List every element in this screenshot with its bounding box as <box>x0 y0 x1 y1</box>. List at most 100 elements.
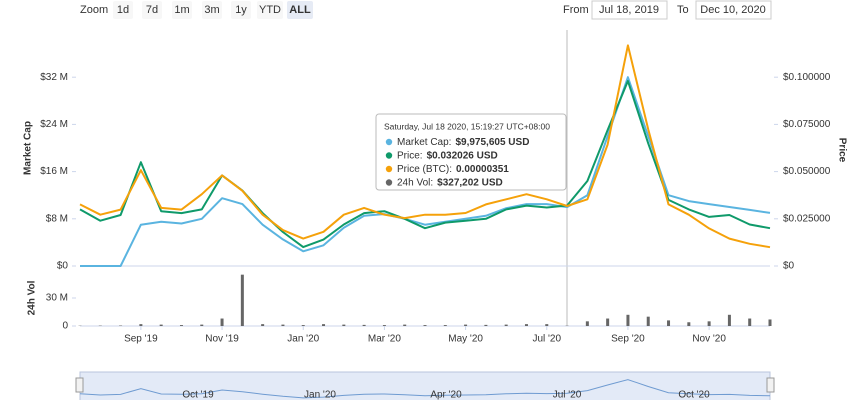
volume-bar <box>240 274 244 326</box>
volume-bar <box>626 314 630 326</box>
y-tick-label: $24 M <box>40 119 68 130</box>
volume-bar <box>423 325 427 326</box>
volume-bar <box>301 325 305 326</box>
y-tick-label: $16 M <box>40 166 68 177</box>
y-tick-label: $8 M <box>46 213 68 224</box>
volume-bar <box>707 321 711 326</box>
navigator-label: Oct '19 <box>182 390 214 400</box>
y2-tick-label: $0 <box>783 261 795 272</box>
zoom-button[interactable] <box>142 1 162 19</box>
volume-bar <box>362 324 366 326</box>
tooltip-line: Market Cap: $9,975,605 USD <box>397 137 529 148</box>
y2-tick-label: $0.050000 <box>783 166 831 177</box>
tooltip-line: 24h Vol: $327,202 USD <box>397 177 503 188</box>
x-tick-label: Jan '20 <box>287 334 319 345</box>
zoom-button-label[interactable]: 1y <box>235 4 247 16</box>
tooltip-dot <box>385 138 393 146</box>
volume-bar <box>606 318 610 326</box>
tooltip-label: Price (BTC): <box>397 164 452 175</box>
tooltip-dot <box>385 152 393 159</box>
volume-bar <box>443 325 447 326</box>
navigator-line <box>79 379 771 399</box>
tooltip-dot <box>385 179 393 186</box>
zoom-button[interactable] <box>257 1 283 19</box>
to-label: To <box>677 4 689 16</box>
x-tick-label: May '20 <box>448 334 483 345</box>
to-value[interactable]: Dec 10, 2020 <box>700 4 765 16</box>
volume-bar <box>687 322 691 326</box>
from-value[interactable]: Jul 18, 2019 <box>599 4 659 16</box>
zoom-button[interactable] <box>113 1 133 19</box>
zoom-button-label[interactable]: 1m <box>174 4 189 16</box>
series-line <box>79 44 771 249</box>
volume-bar <box>524 324 528 326</box>
tooltip-value: $9,975,605 USD <box>455 137 529 148</box>
volume-bar <box>545 324 549 326</box>
zoom-button[interactable] <box>231 1 251 19</box>
x-tick-label: Nov '19 <box>205 334 239 345</box>
volume-bar <box>342 324 346 326</box>
tooltip-box <box>375 113 567 191</box>
series-line <box>79 80 771 249</box>
tooltip-label: Market Cap: <box>397 137 451 148</box>
volume-bar <box>585 321 589 326</box>
navigator-label: Oct '20 <box>678 390 710 400</box>
volume-bar <box>159 324 163 326</box>
volume-bar <box>727 314 731 326</box>
tooltip-value: 0.00000351 <box>456 164 509 175</box>
tooltip-title: Saturday, Jul 18 2020, 15:19:27 UTC+08:0… <box>384 121 550 131</box>
y3-tick-label: 0 <box>62 321 68 332</box>
y2-tick-label: $0.025000 <box>783 213 831 224</box>
zoom-button-label[interactable]: 7d <box>146 4 158 16</box>
tooltip-value: $0.032026 USD <box>427 150 498 161</box>
volume-bar <box>464 324 468 326</box>
x-tick-label: Nov '20 <box>692 334 726 345</box>
zoom-button[interactable] <box>172 1 192 19</box>
tooltip-label: 24h Vol: <box>397 177 433 188</box>
y2-tick-label: $0.100000 <box>783 72 831 83</box>
tooltip-line: Price (BTC): 0.00000351 <box>397 164 509 175</box>
volume-bar <box>403 324 407 326</box>
y3-axis-title: 24h Vol <box>27 280 38 315</box>
volume-bar <box>220 318 224 326</box>
volume-bar <box>200 324 204 326</box>
volume-bar <box>322 324 326 326</box>
volume-bar <box>484 324 488 326</box>
y-tick-label: $32 M <box>40 72 68 83</box>
from-input[interactable] <box>591 0 668 20</box>
volume-bar <box>281 324 285 326</box>
zoom-label: Zoom <box>80 4 108 16</box>
tooltip-label: Price: <box>397 150 423 161</box>
tooltip-line: Price: $0.032026 USD <box>397 150 498 161</box>
navigator-handle[interactable] <box>75 377 84 393</box>
y2-tick-label: $0.075000 <box>783 119 831 130</box>
navigator-label: Jul '20 <box>553 390 582 400</box>
zoom-button-label[interactable]: 3m <box>204 4 219 16</box>
x-tick-label: Sep '20 <box>611 334 645 345</box>
y-axis-title: Market Cap <box>23 121 34 175</box>
zoom-button[interactable] <box>202 1 222 19</box>
navigator-handle[interactable] <box>766 377 775 393</box>
y3-tick-label: 30 M <box>46 293 68 304</box>
volume-bar <box>179 325 183 326</box>
volume-bar <box>504 324 508 326</box>
to-input[interactable] <box>695 0 772 20</box>
volume-bar <box>646 316 650 326</box>
navigator-label: Jan '20 <box>304 390 336 400</box>
tooltip-value: $327,202 USD <box>437 177 503 188</box>
zoom-button-label[interactable]: ALL <box>289 4 311 16</box>
x-tick-label: Sep '19 <box>124 334 158 345</box>
volume-bar <box>261 324 265 326</box>
zoom-button[interactable] <box>287 1 313 19</box>
volume-bar <box>139 324 143 326</box>
x-tick-label: Mar '20 <box>368 334 401 345</box>
x-tick-label: Jul '20 <box>532 334 561 345</box>
from-label: From <box>563 4 589 16</box>
volume-bar <box>382 325 386 326</box>
volume-bar <box>667 320 671 326</box>
tooltip: Saturday, Jul 18 2020, 15:19:27 UTC+08:0… <box>375 113 567 191</box>
zoom-button-label[interactable]: 1d <box>117 4 129 16</box>
zoom-button-label[interactable]: YTD <box>259 4 281 16</box>
volume-bar <box>748 318 752 326</box>
